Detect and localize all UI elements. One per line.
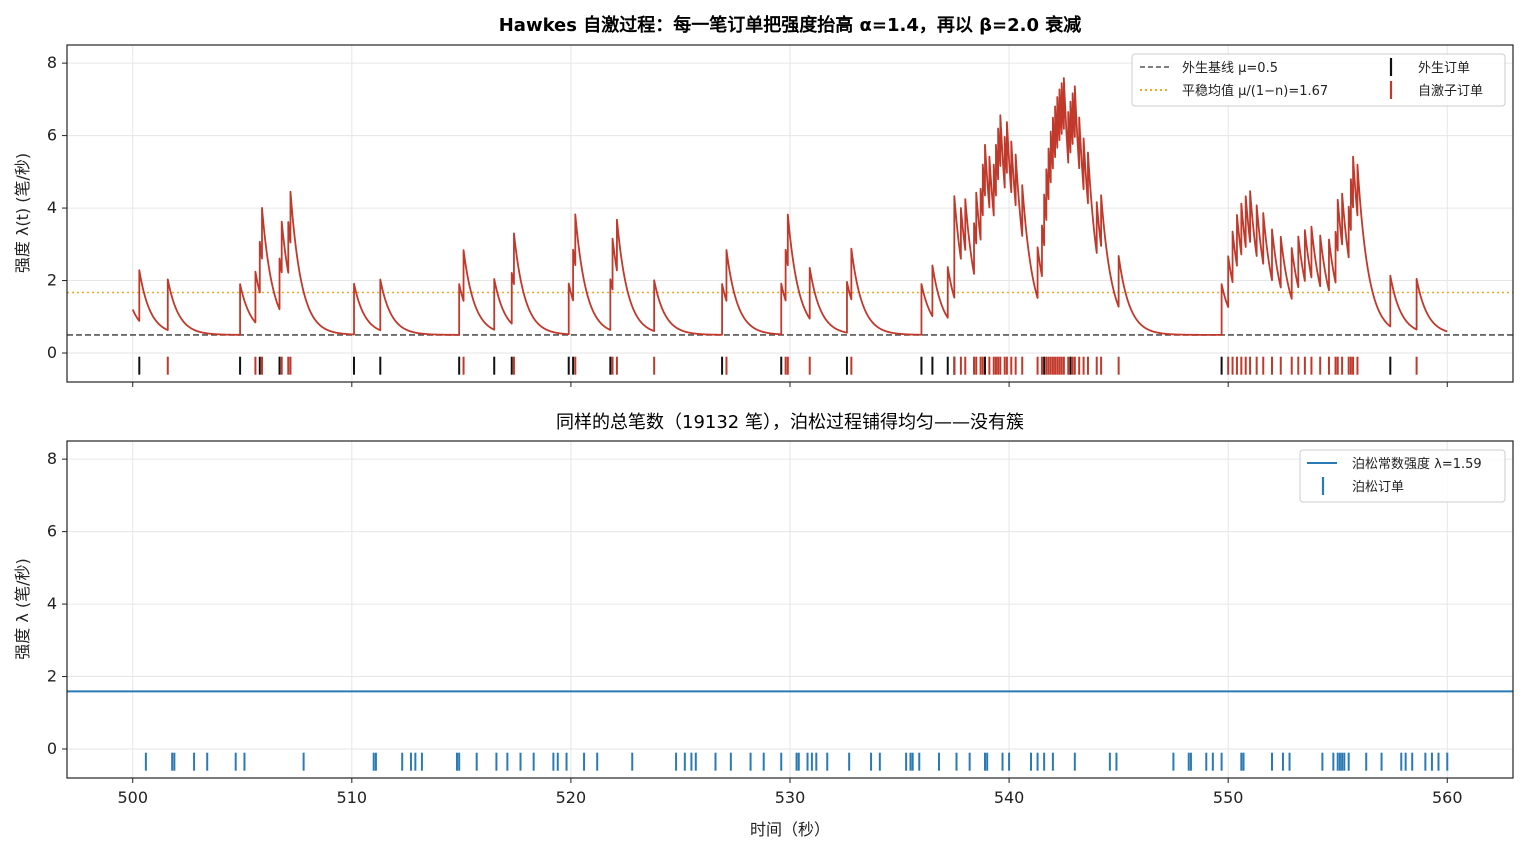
hawkes-y-axis-label: 强度 λ(t) (笔/秒) (13, 153, 32, 273)
y-tick-label: 2 (47, 271, 57, 290)
y-tick-label: 0 (47, 739, 57, 758)
poisson-y-ticks: 0 2 4 6 8 (47, 449, 67, 758)
stationary-mean-legend-label: 平稳均值 μ/(1−n)=1.67 (1182, 83, 1328, 99)
y-tick-label: 6 (47, 126, 57, 145)
y-tick-label: 0 (47, 343, 57, 362)
x-tick-label: 510 (337, 788, 368, 807)
exogenous-orders-legend-label: 外生订单 (1418, 61, 1470, 76)
y-tick-label: 4 (47, 594, 57, 613)
hawkes-plot-area (67, 77, 1513, 375)
y-tick-label: 2 (47, 667, 57, 686)
y-tick-label: 8 (47, 449, 57, 468)
x-tick-label: 500 (117, 788, 148, 807)
poisson-x-ticks: 500 510 520 530 540 550 560 (117, 778, 1463, 807)
x-tick-label: 560 (1432, 788, 1463, 807)
hawkes-legend: 外生基线 μ=0.5 平稳均值 μ/(1−n)=1.67 外生订单 自激子订单 (1131, 53, 1506, 107)
poisson-legend: 泊松常数强度 λ=1.59 泊松订单 (1299, 449, 1506, 503)
hawkes-y-ticks: 0 2 4 6 8 (47, 53, 67, 362)
hawkes-intensity-curve (131, 77, 1448, 336)
poisson-title: 同样的总笔数（19132 笔），泊松过程铺得均匀——没有簇 (556, 412, 1024, 433)
poisson-legend-box (1299, 449, 1506, 503)
poisson-rate-legend-label: 泊松常数强度 λ=1.59 (1352, 456, 1482, 472)
child-orders-legend-label: 自激子订单 (1418, 84, 1483, 99)
hawkes-title: Hawkes 自激过程：每一笔订单把强度抬高 α=1.4，再以 β=2.0 衰减 (499, 14, 1082, 36)
x-tick-label: 530 (775, 788, 806, 807)
poisson-x-axis-label: 时间（秒） (750, 820, 830, 839)
baseline-legend-label: 外生基线 μ=0.5 (1182, 61, 1278, 76)
poisson-y-axis-label: 强度 λ (笔/秒) (13, 558, 32, 660)
poisson-orders-legend-label: 泊松订单 (1352, 480, 1404, 495)
x-tick-label: 540 (994, 788, 1025, 807)
poisson-plot-area (67, 690, 1513, 771)
hawkes-panel: Hawkes 自激过程：每一笔订单把强度抬高 α=1.4，再以 β=2.0 衰减… (13, 14, 1514, 387)
x-tick-label: 550 (1213, 788, 1244, 807)
hawkes-x-ticks (132, 382, 1448, 387)
hawkes-legend-box (1131, 53, 1506, 107)
x-tick-label: 520 (556, 788, 587, 807)
poisson-grid (67, 441, 1513, 778)
y-tick-label: 8 (47, 53, 57, 72)
y-tick-label: 6 (47, 522, 57, 541)
y-tick-label: 4 (47, 198, 57, 217)
